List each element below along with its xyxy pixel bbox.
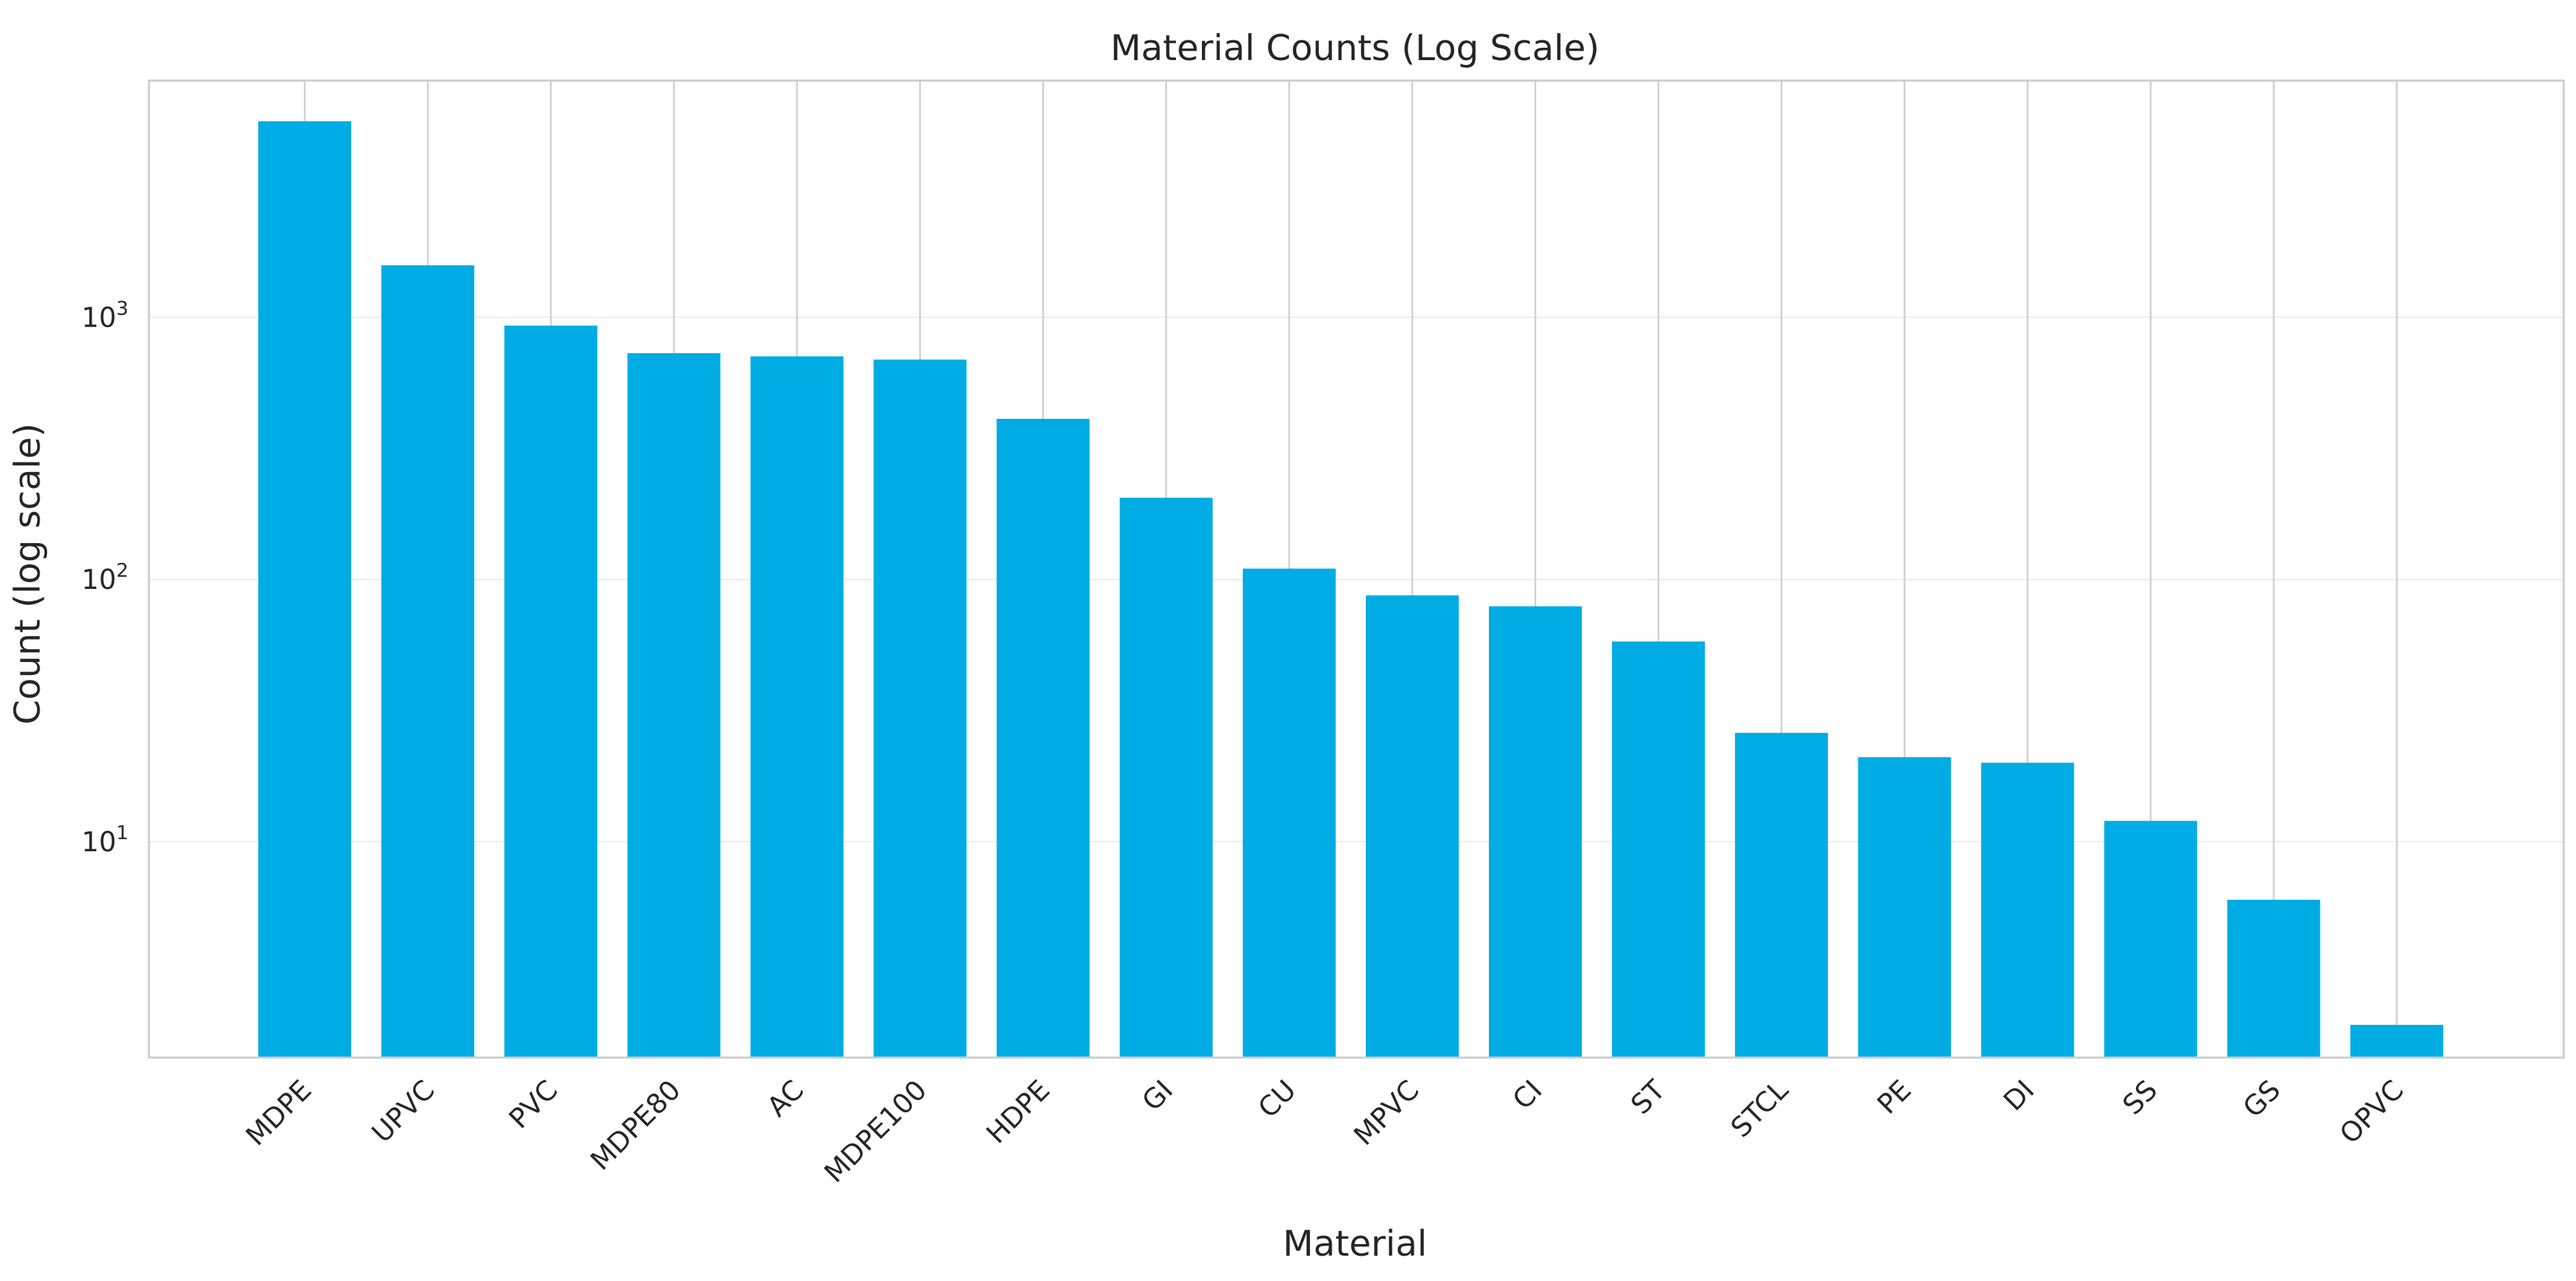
bar-mpvc xyxy=(1365,595,1459,1058)
y-tick-label: 102 xyxy=(81,559,128,596)
bar-pvc xyxy=(504,325,598,1058)
bar-cu xyxy=(1242,568,1336,1058)
y-tick-label: 101 xyxy=(81,821,128,858)
bar-ci xyxy=(1489,606,1582,1058)
x-axis-label: Material xyxy=(1283,1224,1427,1265)
bar-hdpe xyxy=(996,419,1090,1058)
bar-mdpe100 xyxy=(873,359,967,1058)
y-tick-label: 103 xyxy=(81,297,128,334)
bar-gi xyxy=(1119,497,1213,1058)
bar-gs xyxy=(2227,899,2320,1058)
y-tick-labels: 101 102 103 xyxy=(81,297,128,858)
bar-pe xyxy=(1858,757,1951,1058)
chart-title: Material Counts (Log Scale) xyxy=(1110,28,1600,69)
bar-opvc xyxy=(2350,1025,2443,1058)
bar-mdpe80 xyxy=(627,353,721,1058)
bar-stcl xyxy=(1735,732,1828,1058)
plot-frame xyxy=(148,79,2565,1059)
bars xyxy=(258,121,2443,1058)
bar-st xyxy=(1612,641,1705,1058)
bar-di xyxy=(1981,762,2074,1058)
bar-ss xyxy=(2104,821,2197,1058)
bar-mdpe xyxy=(258,121,351,1058)
bar-upvc xyxy=(381,265,475,1058)
bar-ac xyxy=(750,356,844,1058)
y-axis-label: Count (log scale) xyxy=(8,423,49,724)
